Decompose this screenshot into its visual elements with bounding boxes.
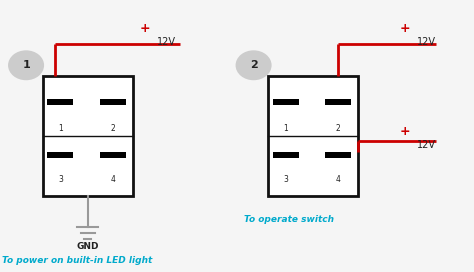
Bar [43,76,133,196]
Bar [273,152,299,158]
Text: 2: 2 [110,124,115,133]
Bar [100,99,126,105]
Bar [273,99,299,105]
Text: 4: 4 [336,175,340,184]
Text: 1: 1 [22,60,30,70]
Ellipse shape [8,50,44,80]
Bar [268,76,358,196]
Text: 1: 1 [283,124,288,133]
Text: 2: 2 [336,124,340,133]
Ellipse shape [236,50,272,80]
Text: To power on built-in LED light: To power on built-in LED light [2,256,153,265]
Bar [47,99,73,105]
Bar [325,152,351,158]
Bar [100,152,126,158]
Text: GND: GND [76,242,99,251]
Text: 3: 3 [283,175,288,184]
Text: 12V: 12V [417,37,436,47]
Text: 1: 1 [58,124,63,133]
Text: 12V: 12V [417,140,436,150]
Text: 4: 4 [110,175,115,184]
Text: 2: 2 [250,60,257,70]
Text: 12V: 12V [157,37,176,47]
Text: +: + [139,22,150,35]
Text: +: + [400,125,410,138]
Text: 3: 3 [58,175,63,184]
Text: To operate switch: To operate switch [244,215,334,224]
Bar [325,99,351,105]
Bar [47,152,73,158]
Text: +: + [400,22,410,35]
